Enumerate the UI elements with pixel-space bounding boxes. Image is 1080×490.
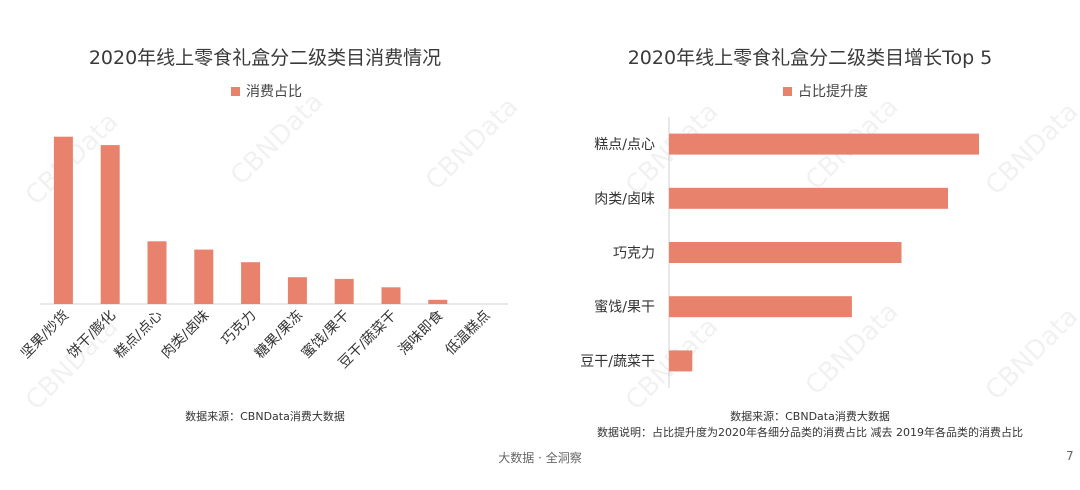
bar [194, 249, 214, 304]
legend-swatch [783, 86, 792, 96]
category-label: 肉类/卤味 [594, 191, 655, 207]
bar [334, 278, 354, 304]
bar [669, 242, 902, 263]
bar [669, 133, 979, 155]
category-label: 巧克力 [613, 246, 655, 262]
category-label: 海味即食 [395, 307, 447, 359]
page-number: 7 [1066, 449, 1074, 463]
category-label: 坚果/炒货 [17, 307, 72, 362]
category-label: 巧克力 [218, 308, 259, 349]
category-label: 蜜饯/果干 [594, 300, 655, 316]
bar [53, 136, 73, 304]
bar [669, 296, 852, 318]
left-chart-source: 数据来源：CBNData消费大数据 [185, 410, 345, 423]
legend-label: 消费占比 [246, 84, 302, 100]
category-label: 豆干/蔬菜干 [580, 354, 655, 370]
bar [669, 350, 693, 372]
left-chart-legend: 消费占比 [231, 81, 302, 101]
bar [100, 145, 120, 304]
bar [428, 299, 448, 304]
bar [669, 187, 948, 209]
category-label: 糕点/点心 [112, 308, 166, 362]
category-label: 低温糕点 [443, 308, 494, 359]
bar [287, 277, 307, 304]
right-chart-title: 2020年线上零食礼盒分二级类目增长Top 5 [627, 47, 993, 69]
right-chart-source: 数据来源：CBNData消费大数据 [730, 410, 890, 423]
footer-brand: 大数据 · 全洞察 [498, 451, 582, 465]
category-label: 肉类/卤味 [158, 308, 212, 362]
right-chart-legend: 占比提升度 [783, 81, 868, 101]
category-label: 糖果/果冻 [251, 307, 306, 362]
bar [381, 287, 401, 304]
category-label: 饼干/膨化 [64, 307, 119, 362]
bar [147, 241, 167, 304]
legend-swatch [231, 86, 240, 96]
right-chart-explanation: 数据说明：占比提升度为2020年各细分品类的消费占比 减去 2019年各品类的消… [597, 426, 1023, 439]
left-chart-title: 2020年线上零食礼盒分二级类目消费情况 [88, 47, 442, 69]
legend-label: 占比提升度 [798, 84, 868, 100]
category-label: 糕点/点心 [594, 137, 655, 153]
bar [241, 262, 261, 304]
